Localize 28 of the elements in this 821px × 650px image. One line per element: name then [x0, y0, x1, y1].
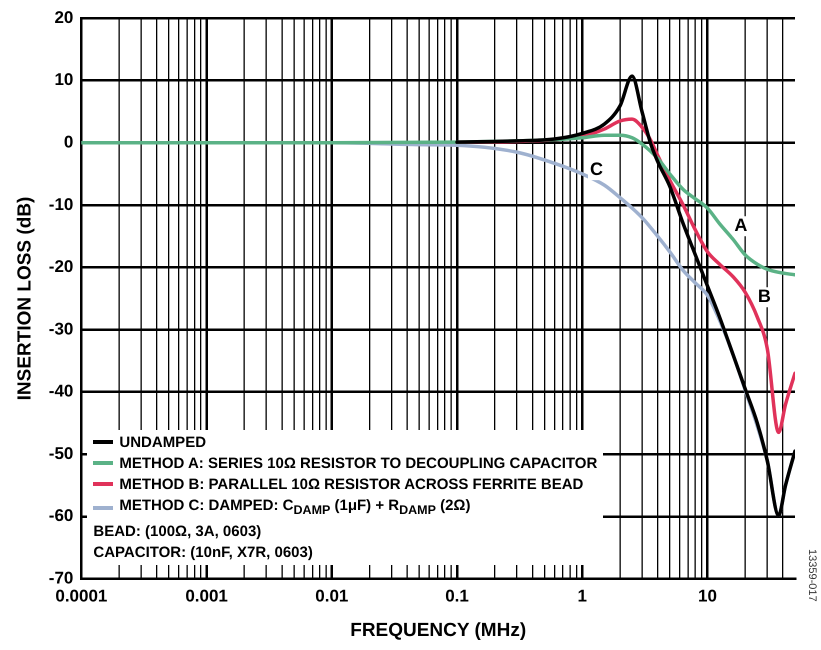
y-tick-label: 10 — [54, 70, 74, 90]
annotation: CAPACITOR: (10nF, X7R, 0603) — [93, 542, 314, 563]
x-tick-label: 0.01 — [315, 586, 348, 606]
y-tick-label: -20 — [48, 257, 74, 276]
annotation: B — [758, 286, 771, 306]
text: 13359-017 — [806, 548, 818, 602]
y-tick-label: -30 — [48, 319, 74, 338]
legend-label: METHOD A: SERIES 10Ω RESISTOR TO DECOUPLING CAPACITOR — [119, 454, 598, 474]
y-tick-label: -70 — [48, 568, 74, 588]
y-axis-title: INSERTION LOSS (dB) — [14, 196, 36, 400]
legend-label: METHOD B: PARALLEL 10Ω RESISTOR ACROSS FERRITE BEAD — [119, 474, 584, 495]
annotation: BEAD: (100Ω, 3A, 0603) — [93, 522, 262, 542]
y-tick-label: -50 — [48, 444, 74, 463]
y-tick-label: 20 — [54, 8, 74, 27]
y-tick-label: -60 — [48, 506, 74, 526]
x-tick-label: 0.1 — [445, 586, 469, 606]
legend-label: UNDAMPED — [119, 432, 206, 453]
y-tick-label: 0 — [64, 132, 74, 152]
annotation: C — [590, 159, 604, 180]
x-tick-label: 0.0001 — [55, 586, 108, 606]
y-tick-label: -10 — [48, 194, 74, 214]
x-tick-label: 0.001 — [185, 586, 228, 606]
y-tick-label: -40 — [48, 382, 74, 401]
legend-label: METHOD C: DAMPED: C$_{DAMP}$ (1μF) + R$_{DAMP}$ (2Ω) — [119, 496, 470, 519]
x-tick-label: 1 — [578, 586, 587, 606]
x-axis-title: FREQUENCY (MHz) — [350, 620, 526, 641]
x-tick-label: 10 — [698, 586, 717, 606]
annotation: A — [734, 215, 748, 236]
